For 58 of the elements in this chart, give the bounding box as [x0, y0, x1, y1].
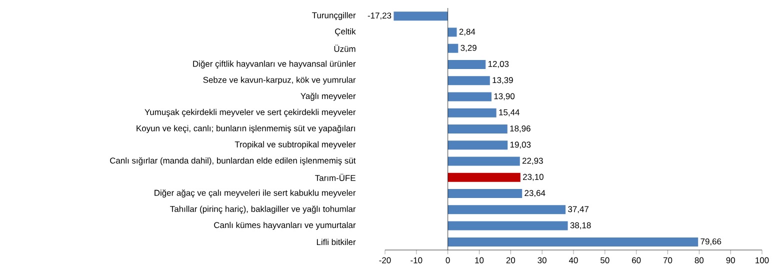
bar — [448, 108, 496, 118]
x-tick-label: -20 — [379, 257, 391, 264]
y-tick-label: Tahıllar (pirinç hariç), baklagiller ve yağlı tohumlar — [170, 206, 356, 214]
data-label: 12,03 — [488, 60, 509, 68]
x-tick-label: 20 — [506, 257, 516, 264]
x-tick-label: 50 — [600, 257, 610, 264]
x-tick-label: -10 — [410, 257, 422, 264]
bar — [448, 44, 458, 53]
data-label: 79,66 — [700, 238, 722, 246]
y-tick-label: Çeltik — [335, 28, 356, 36]
bar — [448, 172, 520, 182]
data-label: -17,23 — [368, 12, 392, 20]
x-tick-label: 10 — [475, 257, 484, 264]
y-tick-label: Lifli bitkiler — [316, 238, 356, 246]
bar — [448, 124, 508, 134]
x-tick-label: 70 — [663, 257, 672, 264]
bar — [448, 189, 522, 198]
data-label: 13,39 — [492, 77, 513, 84]
data-label: 37,47 — [568, 206, 589, 214]
data-label: 22,93 — [522, 158, 543, 165]
x-tick-label: 0 — [446, 257, 450, 264]
bar — [448, 205, 566, 214]
data-label: 18,96 — [510, 126, 530, 132]
data-label: 2,84 — [459, 28, 476, 36]
data-label: 15,44 — [499, 109, 520, 116]
data-label: 13,90 — [494, 93, 515, 100]
bar — [448, 140, 508, 150]
bar — [448, 156, 520, 166]
bar — [448, 92, 492, 102]
x-tick-label: 30 — [538, 257, 546, 264]
bar — [448, 28, 457, 37]
bar — [448, 237, 698, 246]
data-label: 38,18 — [570, 222, 591, 230]
y-tick-label: Diğer çiftlik hayvanları ve hayvansal ürünler — [193, 60, 356, 68]
bar — [394, 12, 448, 21]
y-tick-label: Tarım-ÜFE — [315, 174, 356, 181]
x-tick-label: 90 — [726, 257, 735, 264]
x-tick-label: 60 — [632, 257, 641, 264]
x-tick-label: 80 — [694, 257, 704, 264]
bar — [448, 60, 486, 69]
y-tick-label: Sebze ve kavun-karpuz, kök ve yumrular — [203, 76, 356, 85]
bar — [448, 221, 568, 230]
y-tick-label: Canlı sığırlar (manda dahil), bunlardan elde edilen işlenmemiş süt — [110, 157, 356, 166]
y-tick-label: Canlı kümes hayvanları ve yumurtalar — [214, 222, 356, 230]
bar — [448, 76, 490, 86]
y-tick-label: Diğer ağaç ve çalı meyveleri ile sert kabuklu meyveler — [154, 190, 356, 198]
y-tick-label: Üzüm — [334, 44, 356, 52]
data-label: 19,03 — [510, 142, 531, 149]
y-tick-label: Yağlı meyveler — [300, 92, 356, 101]
data-label: 3,29 — [460, 44, 476, 52]
y-tick-label: Tropikal ve subtropikal meyveler — [234, 141, 356, 150]
x-tick-label: 40 — [568, 257, 578, 264]
y-tick-label: Koyun ve keçi, canlı; bunların işlenmemiş süt ve yapağıları — [136, 124, 355, 134]
data-label: 23,10 — [523, 174, 544, 181]
y-tick-label: Yumuşak çekirdekli meyveler ve sert çekirdekli meyveler — [144, 108, 356, 117]
y-tick-label: Turunçgiller — [312, 12, 356, 20]
data-label: 23,64 — [524, 190, 546, 198]
x-tick-label: 100 — [756, 257, 769, 264]
